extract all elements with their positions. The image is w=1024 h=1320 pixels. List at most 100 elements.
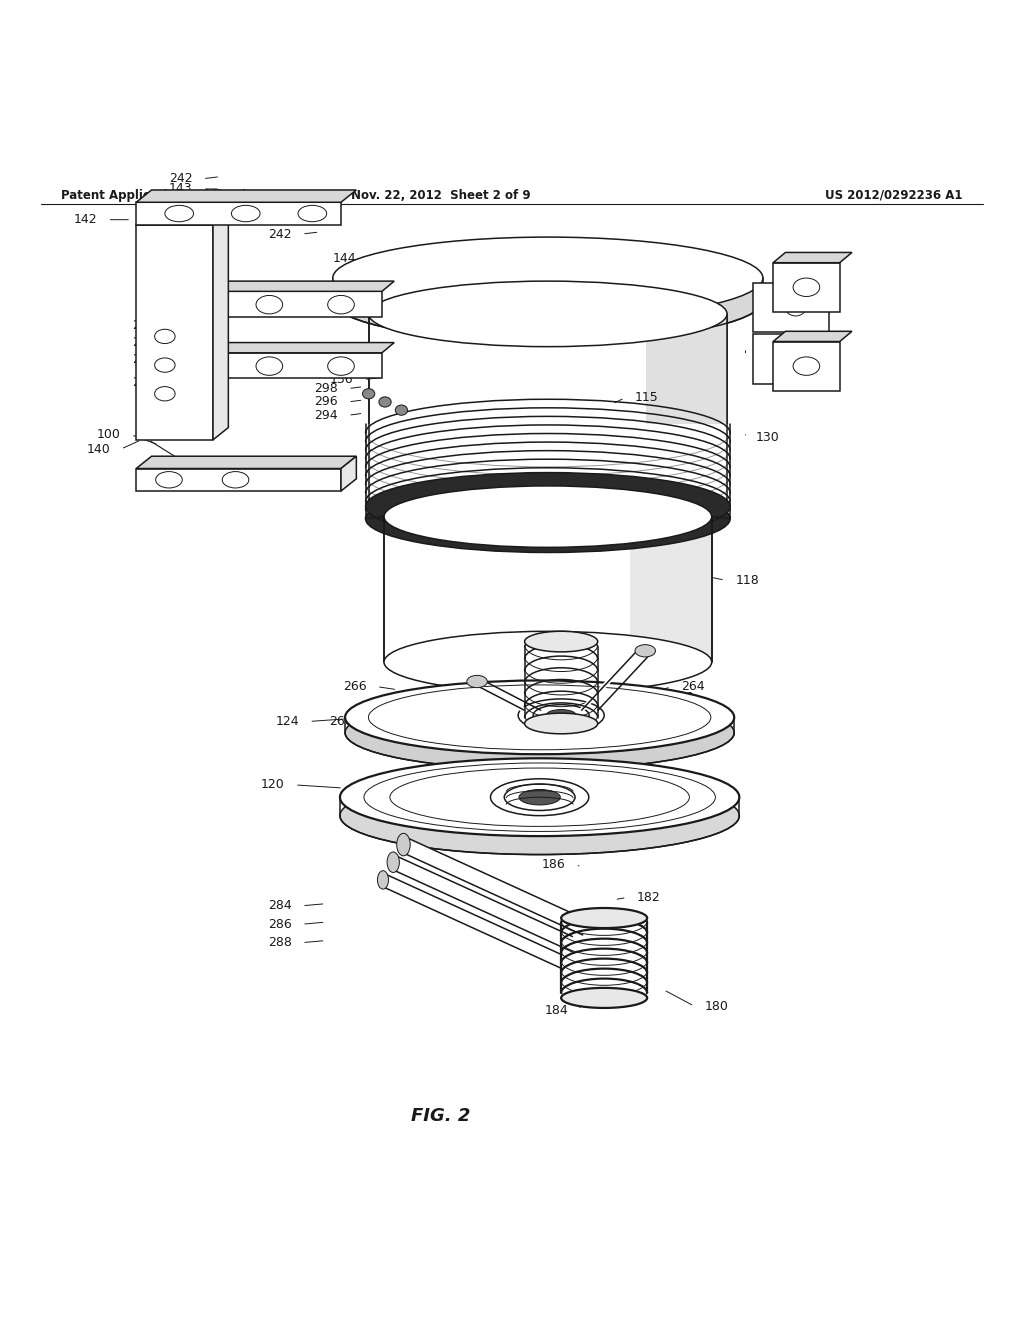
Text: 100: 100	[97, 428, 121, 441]
Ellipse shape	[155, 358, 175, 372]
Text: 144: 144	[333, 252, 356, 265]
Polygon shape	[773, 342, 840, 391]
Text: 170: 170	[671, 692, 694, 705]
Text: 150: 150	[538, 492, 561, 504]
Polygon shape	[384, 516, 712, 663]
Ellipse shape	[333, 238, 763, 319]
Ellipse shape	[340, 776, 739, 854]
Ellipse shape	[635, 644, 655, 657]
Text: 118: 118	[735, 574, 759, 586]
Polygon shape	[646, 314, 727, 519]
Text: 130: 130	[756, 346, 779, 359]
Text: 132: 132	[643, 326, 667, 339]
Text: 244: 244	[132, 354, 156, 367]
Text: 296: 296	[314, 396, 338, 408]
Text: 260: 260	[330, 715, 353, 727]
Polygon shape	[213, 213, 228, 440]
Text: 262: 262	[653, 715, 677, 727]
Text: 242: 242	[268, 227, 292, 240]
Polygon shape	[753, 284, 829, 333]
Polygon shape	[403, 836, 583, 935]
Ellipse shape	[379, 397, 391, 407]
Polygon shape	[393, 854, 572, 952]
Polygon shape	[383, 873, 562, 969]
Ellipse shape	[378, 871, 388, 890]
Polygon shape	[753, 334, 829, 384]
Ellipse shape	[785, 300, 806, 315]
Polygon shape	[136, 224, 213, 440]
Text: 288: 288	[268, 936, 292, 949]
Ellipse shape	[519, 789, 560, 805]
Ellipse shape	[793, 279, 819, 297]
Ellipse shape	[524, 713, 598, 734]
Text: 116: 116	[653, 251, 677, 264]
Ellipse shape	[366, 473, 730, 540]
Polygon shape	[136, 202, 341, 224]
Ellipse shape	[366, 484, 730, 553]
Text: 124: 124	[275, 715, 299, 727]
Ellipse shape	[340, 758, 739, 836]
Text: 110: 110	[727, 263, 751, 276]
Text: 180: 180	[705, 999, 728, 1012]
Polygon shape	[213, 352, 382, 379]
Ellipse shape	[362, 388, 375, 399]
Polygon shape	[213, 281, 394, 292]
Ellipse shape	[384, 631, 712, 693]
Ellipse shape	[561, 908, 647, 928]
Text: 146: 146	[230, 199, 254, 211]
Text: 115: 115	[635, 391, 658, 404]
Polygon shape	[136, 190, 356, 202]
Text: 174: 174	[364, 711, 387, 723]
Ellipse shape	[490, 779, 589, 816]
Polygon shape	[136, 213, 228, 224]
Ellipse shape	[155, 329, 175, 343]
Text: 114: 114	[388, 573, 412, 586]
Ellipse shape	[231, 206, 260, 222]
Text: 266: 266	[343, 680, 367, 693]
Ellipse shape	[396, 833, 411, 855]
Ellipse shape	[156, 471, 182, 488]
Text: 112: 112	[705, 280, 728, 293]
Text: 284: 284	[268, 899, 292, 912]
Ellipse shape	[155, 387, 175, 401]
Ellipse shape	[524, 631, 598, 652]
Text: 140: 140	[87, 442, 111, 455]
Ellipse shape	[467, 676, 487, 688]
Text: 172: 172	[524, 652, 548, 664]
Ellipse shape	[256, 356, 283, 375]
Polygon shape	[136, 457, 356, 469]
Ellipse shape	[165, 206, 194, 222]
Text: 242: 242	[169, 172, 193, 185]
Text: 243: 243	[173, 190, 197, 203]
Text: 143: 143	[169, 182, 193, 195]
Text: 298: 298	[314, 383, 338, 395]
Polygon shape	[630, 516, 712, 663]
Text: 184: 184	[545, 1003, 568, 1016]
Ellipse shape	[546, 710, 577, 721]
Ellipse shape	[384, 486, 712, 548]
Polygon shape	[213, 292, 382, 317]
Text: 294: 294	[314, 409, 338, 422]
Text: Nov. 22, 2012  Sheet 2 of 9: Nov. 22, 2012 Sheet 2 of 9	[350, 189, 530, 202]
Polygon shape	[773, 331, 852, 342]
Polygon shape	[366, 425, 730, 519]
Ellipse shape	[345, 681, 734, 754]
Ellipse shape	[387, 851, 399, 873]
Text: 186: 186	[542, 858, 565, 871]
Text: Patent Application Publication: Patent Application Publication	[61, 189, 263, 202]
Text: 240: 240	[132, 376, 156, 389]
Ellipse shape	[222, 471, 249, 488]
Text: 264: 264	[681, 680, 705, 693]
Polygon shape	[369, 314, 727, 519]
Text: FIG. 2: FIG. 2	[411, 1106, 470, 1125]
Ellipse shape	[561, 987, 647, 1008]
Ellipse shape	[256, 296, 283, 314]
Ellipse shape	[793, 356, 819, 375]
Text: 134: 134	[527, 268, 551, 281]
Text: 286: 286	[268, 917, 292, 931]
Text: 122: 122	[543, 766, 566, 779]
Ellipse shape	[518, 698, 604, 731]
Text: 136: 136	[330, 374, 353, 385]
Ellipse shape	[395, 405, 408, 416]
Polygon shape	[773, 263, 840, 312]
